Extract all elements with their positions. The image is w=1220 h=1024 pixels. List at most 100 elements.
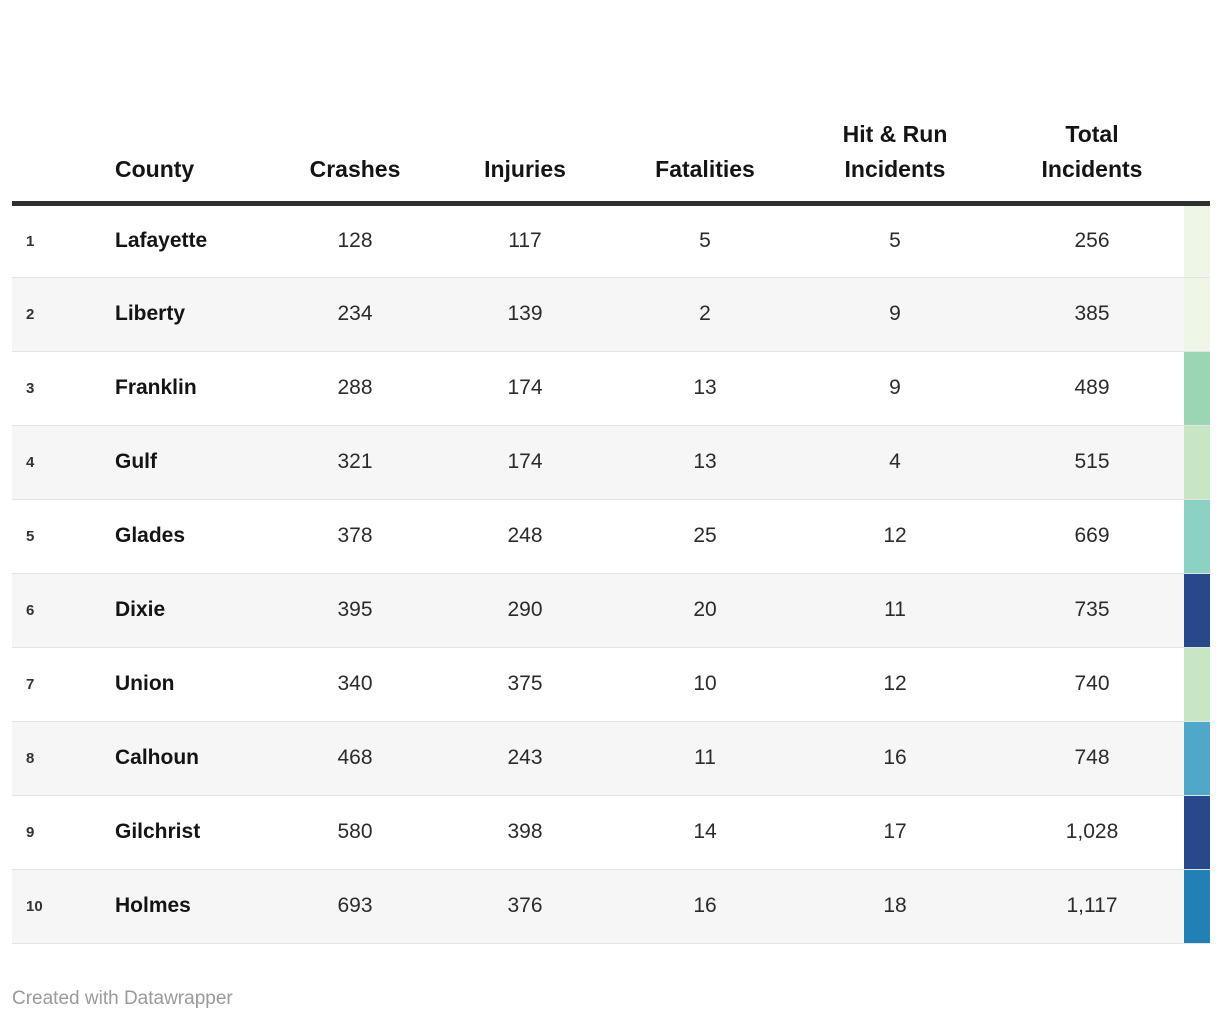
injuries-cell: 174 (430, 351, 620, 426)
total-incidents-color-strip (1184, 351, 1210, 426)
table-row: 1 Lafayette 128 117 5 5 256 (12, 203, 1210, 278)
rank-cell: 9 (12, 795, 100, 870)
table-row: 3 Franklin 288 174 13 9 489 (12, 351, 1210, 426)
county-cell: Gilchrist (100, 795, 280, 870)
hit-run-cell: 18 (790, 869, 1000, 944)
total-cell: 515 (1000, 425, 1184, 500)
fatalities-cell: 10 (620, 647, 790, 722)
injuries-cell: 139 (430, 277, 620, 352)
hit-run-cell: 9 (790, 277, 1000, 352)
col-header-rank (12, 85, 100, 206)
total-incidents-color-strip (1184, 869, 1210, 944)
total-incidents-color-strip (1184, 425, 1210, 500)
injuries-cell: 174 (430, 425, 620, 500)
crashes-cell: 340 (280, 647, 430, 722)
table-row: 5 Glades 378 248 25 12 669 (12, 499, 1210, 574)
total-cell: 256 (1000, 203, 1184, 278)
col-header-fatalities: Fatalities (620, 85, 790, 206)
crashes-cell: 128 (280, 203, 430, 278)
header-row: County Crashes Injuries Fatalities Hit &… (12, 85, 1210, 206)
fatalities-cell: 16 (620, 869, 790, 944)
table-row: 9 Gilchrist 580 398 14 17 1,028 (12, 795, 1210, 870)
county-cell: Franklin (100, 351, 280, 426)
fatalities-cell: 14 (620, 795, 790, 870)
table-row: 2 Liberty 234 139 2 9 385 (12, 277, 1210, 352)
total-incidents-color-strip (1184, 499, 1210, 574)
table-row: 4 Gulf 321 174 13 4 515 (12, 425, 1210, 500)
fatalities-cell: 25 (620, 499, 790, 574)
hit-run-cell: 9 (790, 351, 1000, 426)
datawrapper-attribution-link[interactable]: Created with Datawrapper (12, 988, 233, 1009)
hit-run-cell: 17 (790, 795, 1000, 870)
crashes-cell: 378 (280, 499, 430, 574)
rank-cell: 3 (12, 351, 100, 426)
table-header: County Crashes Injuries Fatalities Hit &… (12, 85, 1210, 206)
col-header-hit-run: Hit & Run Incidents (790, 85, 1000, 206)
injuries-cell: 376 (430, 869, 620, 944)
col-header-strip (1184, 85, 1210, 206)
hit-run-cell: 16 (790, 721, 1000, 796)
county-cell: Union (100, 647, 280, 722)
total-cell: 740 (1000, 647, 1184, 722)
county-cell: Lafayette (100, 203, 280, 278)
rank-cell: 5 (12, 499, 100, 574)
col-header-hit-run-label: Hit & Run Incidents (842, 120, 948, 182)
table-row: 8 Calhoun 468 243 11 16 748 (12, 721, 1210, 796)
rank-cell: 8 (12, 721, 100, 796)
total-cell: 748 (1000, 721, 1184, 796)
total-incidents-color-strip (1184, 795, 1210, 870)
county-cell: Glades (100, 499, 280, 574)
rank-cell: 6 (12, 573, 100, 648)
total-incidents-color-strip (1184, 647, 1210, 722)
col-header-total: Total Incidents (1000, 85, 1184, 206)
injuries-cell: 243 (430, 721, 620, 796)
total-incidents-color-strip (1184, 203, 1210, 278)
crashes-cell: 321 (280, 425, 430, 500)
injuries-cell: 375 (430, 647, 620, 722)
rank-cell: 4 (12, 425, 100, 500)
hit-run-cell: 4 (790, 425, 1000, 500)
injuries-cell: 398 (430, 795, 620, 870)
injuries-cell: 117 (430, 203, 620, 278)
total-cell: 489 (1000, 351, 1184, 426)
total-cell: 1,028 (1000, 795, 1184, 870)
table-body: 1 Lafayette 128 117 5 5 256 2 Liberty 234 139 2 9 385… (12, 203, 1210, 944)
rank-cell: 7 (12, 647, 100, 722)
col-header-county: County (100, 85, 280, 206)
crashes-cell: 468 (280, 721, 430, 796)
county-cell: Holmes (100, 869, 280, 944)
rank-cell: 1 (12, 203, 100, 278)
hit-run-cell: 5 (790, 203, 1000, 278)
fatalities-cell: 20 (620, 573, 790, 648)
table-row: 6 Dixie 395 290 20 11 735 (12, 573, 1210, 648)
crashes-cell: 288 (280, 351, 430, 426)
hit-run-cell: 12 (790, 647, 1000, 722)
total-cell: 385 (1000, 277, 1184, 352)
col-header-total-label: Total Incidents (1041, 120, 1143, 182)
rank-cell: 10 (12, 869, 100, 944)
rank-cell: 2 (12, 277, 100, 352)
fatalities-cell: 13 (620, 351, 790, 426)
crashes-cell: 395 (280, 573, 430, 648)
total-cell: 735 (1000, 573, 1184, 648)
total-cell: 669 (1000, 499, 1184, 574)
total-cell: 1,117 (1000, 869, 1184, 944)
county-cell: Gulf (100, 425, 280, 500)
col-header-injuries: Injuries (430, 85, 620, 206)
county-cell: Liberty (100, 277, 280, 352)
injuries-cell: 248 (430, 499, 620, 574)
fatalities-cell: 2 (620, 277, 790, 352)
county-cell: Calhoun (100, 721, 280, 796)
crashes-cell: 693 (280, 869, 430, 944)
crashes-cell: 234 (280, 277, 430, 352)
injuries-cell: 290 (430, 573, 620, 648)
col-header-crashes: Crashes (280, 85, 430, 206)
crashes-cell: 580 (280, 795, 430, 870)
hit-run-cell: 12 (790, 499, 1000, 574)
total-incidents-color-strip (1184, 721, 1210, 796)
fatalities-cell: 11 (620, 721, 790, 796)
total-incidents-color-strip (1184, 573, 1210, 648)
county-incidents-table: County Crashes Injuries Fatalities Hit &… (12, 85, 1210, 944)
fatalities-cell: 13 (620, 425, 790, 500)
